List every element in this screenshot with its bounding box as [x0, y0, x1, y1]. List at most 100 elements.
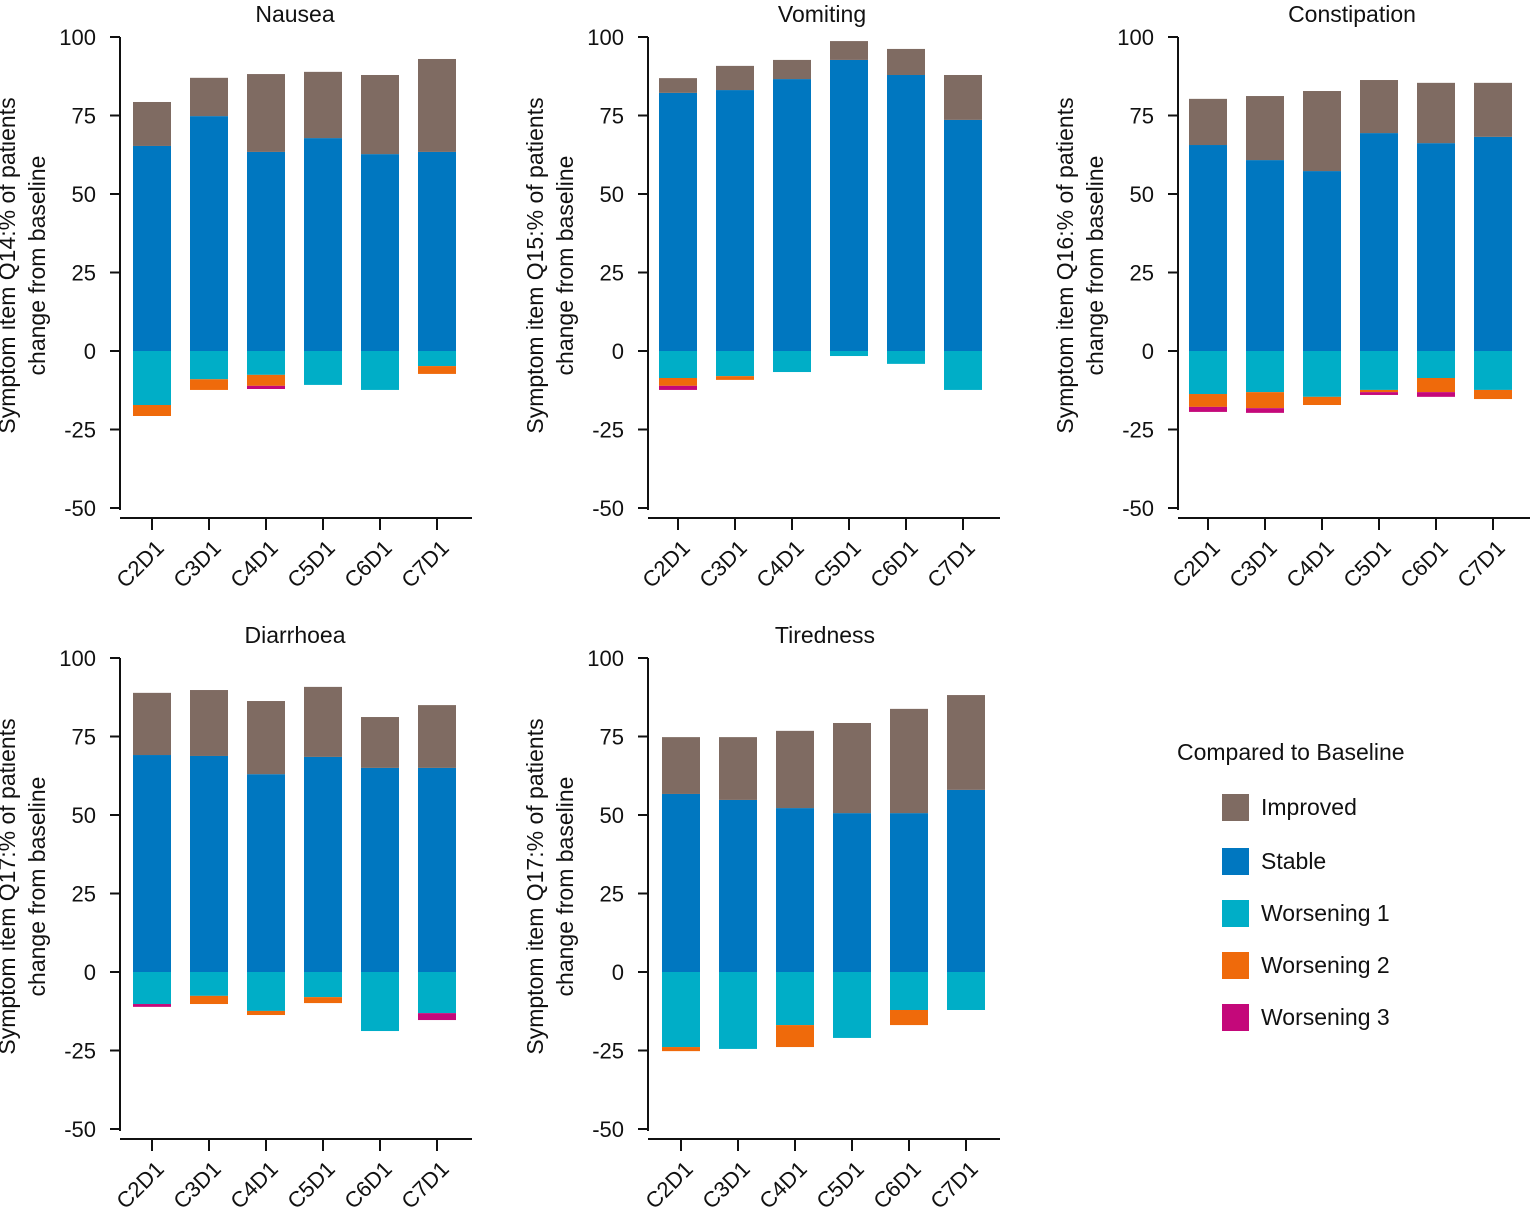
x-tick-label: C4D1 — [751, 535, 808, 592]
x-tick-label: C7D1 — [922, 535, 979, 592]
x-tick-label: C5D1 — [1338, 535, 1395, 592]
bar-improved-c7d1 — [418, 705, 456, 768]
bar-worsening-1-c2d1 — [659, 351, 697, 379]
bar-worsening-1-c4d1 — [247, 351, 285, 375]
bar-stable-c4d1 — [776, 808, 814, 972]
bar-improved-c4d1 — [247, 701, 285, 775]
bar-improved-c7d1 — [947, 695, 985, 790]
bar-improved-c3d1 — [1246, 96, 1284, 161]
legend-swatch-worsening-2 — [1222, 952, 1249, 979]
bar-worsening-1-c2d1 — [1189, 351, 1227, 395]
y-tick-label: -25 — [592, 418, 624, 443]
y-tick-label: 25 — [72, 882, 96, 907]
bar-worsening-1-c6d1 — [1417, 351, 1455, 379]
bar-improved-c2d1 — [662, 737, 700, 794]
bar-stable-c6d1 — [361, 767, 399, 972]
panel-tiredness: Tiredness Symptom item Q17:% of patients c… — [522, 622, 1000, 1214]
y-axis-label-line2: change from baseline — [552, 777, 578, 997]
bar-worsening-2-c4d1 — [247, 374, 285, 386]
y-tick-label: 75 — [600, 104, 624, 129]
bar-improved-c2d1 — [133, 692, 171, 756]
bar-worsening-1-c2d1 — [662, 972, 700, 1048]
bar-improved-c7d1 — [944, 74, 982, 120]
x-tick-label: C3D1 — [697, 1156, 754, 1213]
legend-swatch-improved — [1222, 794, 1249, 821]
y-tick-label: -50 — [64, 496, 96, 521]
y-tick-label: 0 — [84, 339, 96, 364]
legend-label: Worsening 3 — [1261, 1004, 1390, 1030]
bar-improved-c3d1 — [190, 77, 228, 117]
x-tick-label: C6D1 — [339, 535, 396, 592]
bar-worsening-3-c4d1 — [247, 385, 285, 389]
bar-worsening-2-c3d1 — [1246, 392, 1284, 409]
bar-worsening-1-c2d1 — [133, 972, 171, 1005]
bar-worsening-1-c5d1 — [304, 972, 342, 998]
bar-improved-c7d1 — [418, 58, 456, 152]
legend-swatch-stable — [1222, 848, 1249, 875]
x-tick-label: C5D1 — [811, 1156, 868, 1213]
panel-nausea: Nausea Symptom item Q14:% of patientschan… — [0, 1, 472, 593]
bar-improved-c4d1 — [776, 730, 814, 809]
bar-stable-c7d1 — [1474, 136, 1512, 351]
bar-stable-c6d1 — [890, 813, 928, 972]
bar-worsening-2-c2d1 — [662, 1047, 700, 1052]
x-tick-label: C2D1 — [1167, 535, 1224, 592]
y-tick-label: 25 — [1130, 261, 1154, 286]
bar-improved-c6d1 — [1417, 82, 1455, 144]
bar-worsening-2-c4d1 — [776, 1025, 814, 1048]
bar-worsening-1-c5d1 — [830, 351, 868, 357]
panel-diarrhoea: Diarrhoea Symptom item Q17:% of patientsc… — [0, 622, 472, 1214]
y-tick-label: 75 — [1130, 104, 1154, 129]
y-tick-label: 100 — [59, 25, 96, 50]
panel-title: Constipation — [1288, 1, 1416, 27]
bar-worsening-3-c5d1 — [1360, 392, 1398, 395]
legend-label: Stable — [1261, 848, 1326, 874]
legend-label: Worsening 2 — [1261, 952, 1390, 978]
bar-stable-c3d1 — [1246, 160, 1284, 351]
bar-stable-c7d1 — [418, 151, 456, 351]
y-axis-label-line1: Symptom item Q17:% of patients — [522, 718, 548, 1054]
bar-worsening-3-c6d1 — [1417, 392, 1455, 397]
x-tick-label: C5D1 — [282, 535, 339, 592]
bar-stable-c5d1 — [304, 756, 342, 972]
bar-improved-c3d1 — [719, 737, 757, 800]
y-axis-label-line1: Symptom item Q14:% of patients — [0, 97, 20, 433]
bar-stable-c4d1 — [247, 774, 285, 972]
y-tick-label: 0 — [612, 960, 624, 985]
bar-worsening-1-c4d1 — [776, 972, 814, 1026]
bar-stable-c4d1 — [773, 79, 811, 352]
bar-worsening-2-c3d1 — [190, 379, 228, 390]
x-tick-label: C6D1 — [868, 1156, 925, 1213]
bar-worsening-1-c5d1 — [1360, 351, 1398, 390]
y-axis-label-line2: change from baseline — [24, 777, 50, 997]
bar-worsening-1-c4d1 — [773, 351, 811, 373]
bar-improved-c5d1 — [830, 41, 868, 60]
bar-worsening-1-c7d1 — [418, 351, 456, 367]
legend-label: Improved — [1261, 794, 1357, 820]
bar-worsening-1-c5d1 — [304, 351, 342, 385]
legend-swatch-worsening-1 — [1222, 900, 1249, 927]
x-tick-label: C3D1 — [168, 1156, 225, 1213]
y-tick-label: 100 — [59, 646, 96, 671]
x-tick-label: C4D1 — [754, 1156, 811, 1213]
y-tick-label: -25 — [592, 1039, 624, 1064]
bar-worsening-1-c6d1 — [890, 972, 928, 1010]
y-tick-label: 75 — [72, 104, 96, 129]
y-tick-label: -50 — [592, 1117, 624, 1142]
bar-stable-c3d1 — [190, 755, 228, 972]
bar-worsening-2-c4d1 — [247, 1010, 285, 1016]
bar-improved-c2d1 — [1189, 98, 1227, 146]
bar-worsening-2-c2d1 — [1189, 394, 1227, 407]
bar-worsening-3-c3d1 — [1246, 408, 1284, 413]
y-tick-label: 50 — [1130, 182, 1154, 207]
bar-worsening-2-c6d1 — [1417, 378, 1455, 393]
bar-worsening-2-c5d1 — [1360, 389, 1398, 393]
x-tick-label: C2D1 — [111, 535, 168, 592]
bar-worsening-1-c4d1 — [247, 972, 285, 1011]
panel-title: Tiredness — [775, 622, 875, 648]
bar-improved-c5d1 — [1360, 80, 1398, 134]
bar-worsening-1-c6d1 — [887, 351, 925, 364]
bar-worsening-1-c5d1 — [833, 972, 871, 1038]
x-tick-label: C6D1 — [339, 1156, 396, 1213]
